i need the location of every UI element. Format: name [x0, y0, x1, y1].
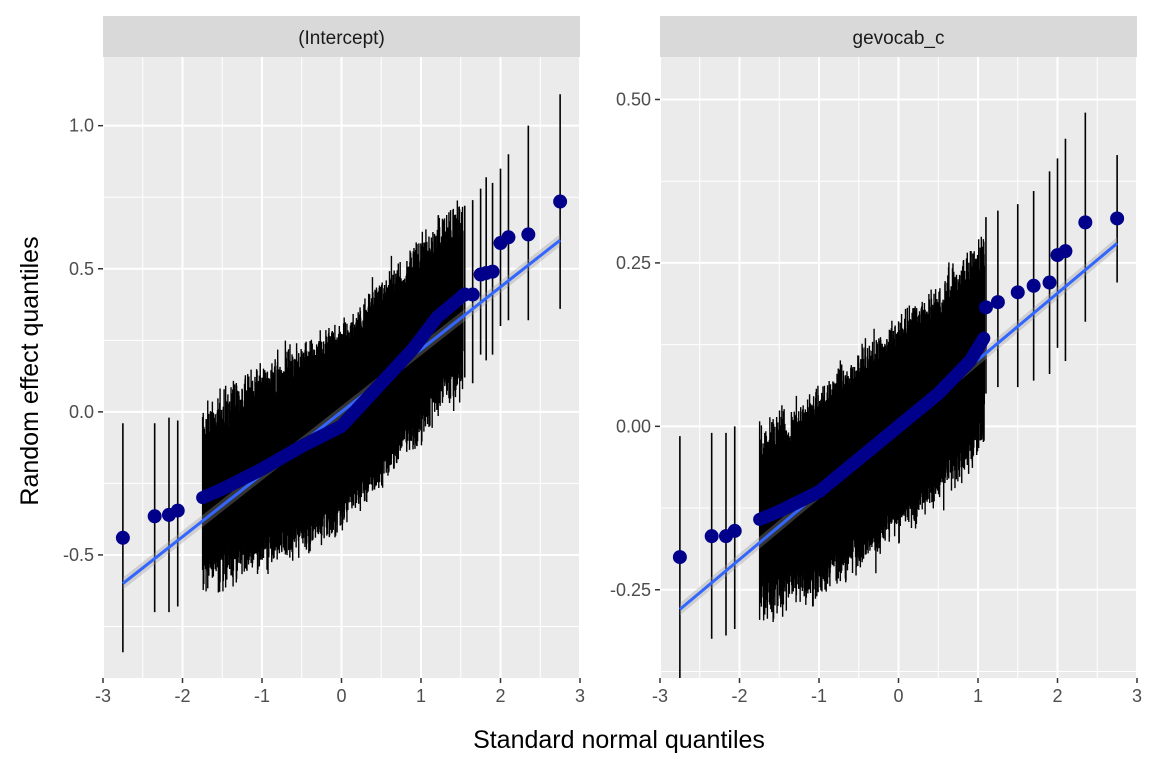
x-tick-label: 2 — [495, 686, 505, 706]
points-central — [196, 289, 469, 505]
y-tick-label: -0.25 — [610, 580, 651, 600]
y-tick-label: 0.5 — [69, 259, 94, 279]
fit-line — [121, 238, 562, 585]
data-point — [501, 230, 516, 245]
x-tick-label: 0 — [336, 686, 346, 706]
data-point — [485, 264, 500, 279]
data-point — [1026, 278, 1041, 293]
facet-strip — [660, 16, 1137, 57]
x-tick-label: -1 — [811, 686, 827, 706]
data-point — [672, 550, 687, 565]
data-point — [978, 300, 993, 315]
x-tick-label: 3 — [1132, 686, 1142, 706]
data-point — [147, 509, 162, 524]
data-point — [1010, 285, 1025, 300]
facet-strip-label: gevocab_c — [853, 28, 945, 49]
x-axis-title: Standard normal quantiles — [473, 726, 765, 754]
data-point — [521, 227, 536, 242]
y-tick-label: 1.0 — [69, 116, 94, 136]
errorbars-central — [201, 200, 464, 593]
y-tick-label: 0.0 — [69, 402, 94, 422]
panel-2: gevocab_c -3 -2 -1 0 1 2 3 -0.25 0.00 0.25 0.50 — [610, 16, 1142, 706]
data-point — [115, 530, 130, 545]
data-point — [465, 287, 480, 302]
x-tick-label: -3 — [652, 686, 668, 706]
data-point — [977, 331, 991, 345]
y-tick-label: -0.5 — [63, 545, 94, 565]
data-point — [1110, 211, 1125, 226]
data-point — [1078, 215, 1093, 230]
data-point — [1058, 244, 1073, 259]
data-point — [553, 194, 568, 209]
x-tick-label: 1 — [973, 686, 983, 706]
x-tick-label: -2 — [174, 686, 190, 706]
plot-area — [115, 94, 568, 653]
x-tick-label: -1 — [254, 686, 270, 706]
data-point — [727, 523, 742, 538]
panel-1: (Intercept) -3 -2 -1 0 1 2 3 -0.5 0.0 0.5 1.0 — [63, 16, 585, 706]
y-axis-title: Random effect quantiles — [16, 236, 44, 505]
x-tick-label: -2 — [731, 686, 747, 706]
x-tick-label: 2 — [1052, 686, 1062, 706]
x-tick-label: 1 — [416, 686, 426, 706]
x-tick-label: -3 — [95, 686, 111, 706]
facet-strip — [103, 16, 580, 57]
y-tick-label: 0.00 — [616, 416, 651, 436]
data-point — [170, 503, 185, 518]
facet-strip-label: (Intercept) — [298, 28, 385, 49]
y-tick-label: 0.50 — [616, 89, 651, 109]
x-tick-label: 0 — [893, 686, 903, 706]
data-point — [704, 529, 719, 544]
points-central — [753, 331, 991, 526]
data-point — [990, 295, 1005, 310]
y-tick-label: 0.25 — [616, 253, 651, 273]
data-point — [1042, 275, 1057, 290]
plot-area — [672, 112, 1125, 678]
x-tick-label: 3 — [575, 686, 585, 706]
